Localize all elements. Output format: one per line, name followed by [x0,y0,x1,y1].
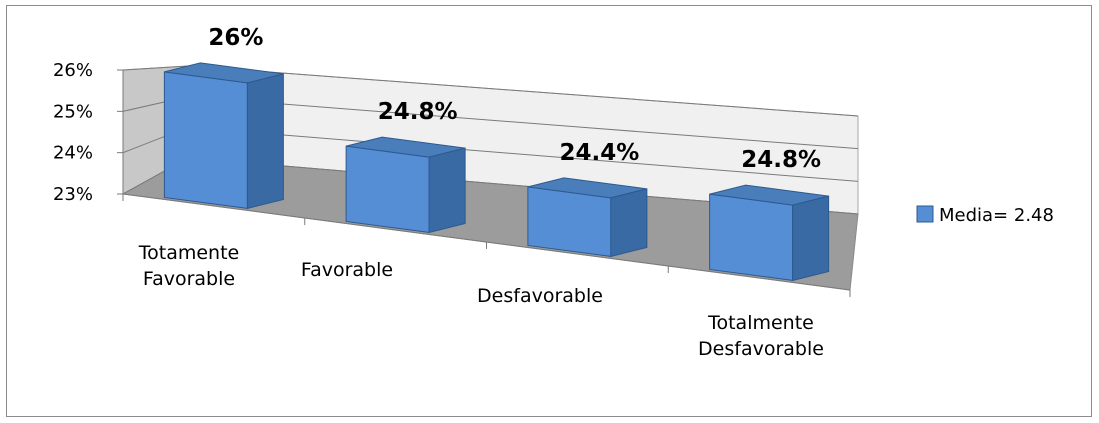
data-label: 26% [208,25,263,51]
bar-front [709,193,794,281]
gridline [187,96,859,150]
bar-front [527,186,612,257]
gridline [187,126,859,182]
bar [345,136,466,234]
bar [527,177,648,258]
gridline [187,65,859,117]
bar-front [345,145,430,233]
axes [117,69,851,297]
data-label: 24.8% [741,147,821,173]
data-label: 24.8% [378,99,458,125]
labels: 23% 24% 25% 26% 26% 24.8% 24.4% 24.8% Totamente F… [53,25,824,360]
bar-side [428,147,466,234]
legend: Media= 2.48 [916,205,1054,226]
chart-frame: 23% 24% 25% 26% 26% 24.8% 24.4% 24.8% Totamente F… [6,5,1092,417]
y-tick-label: 25% [53,101,93,122]
legend-swatch [916,205,934,223]
y-tick-label: 23% [53,184,93,205]
bar-side [246,73,284,210]
x-tick-label: Totalmente Desfavorable [698,312,824,360]
legend-label: Media= 2.48 [939,205,1054,226]
x-tick-label: Totamente Favorable [138,242,239,290]
bar-chart: 23% 24% 25% 26% 26% 24.8% 24.4% 24.8% Totamente F… [53,25,1054,360]
y-tick-label: 26% [53,60,93,81]
bar-side [610,188,648,258]
bars [163,62,830,282]
bar [709,184,830,282]
data-label: 24.4% [559,140,639,166]
x-tick-label: Favorable [301,259,393,281]
gridline [122,65,189,71]
y-tick-label: 24% [53,143,93,164]
bar-side [792,195,830,282]
bar-front [163,71,248,209]
bar [163,62,284,210]
x-tick-label: Desfavorable [477,285,603,307]
